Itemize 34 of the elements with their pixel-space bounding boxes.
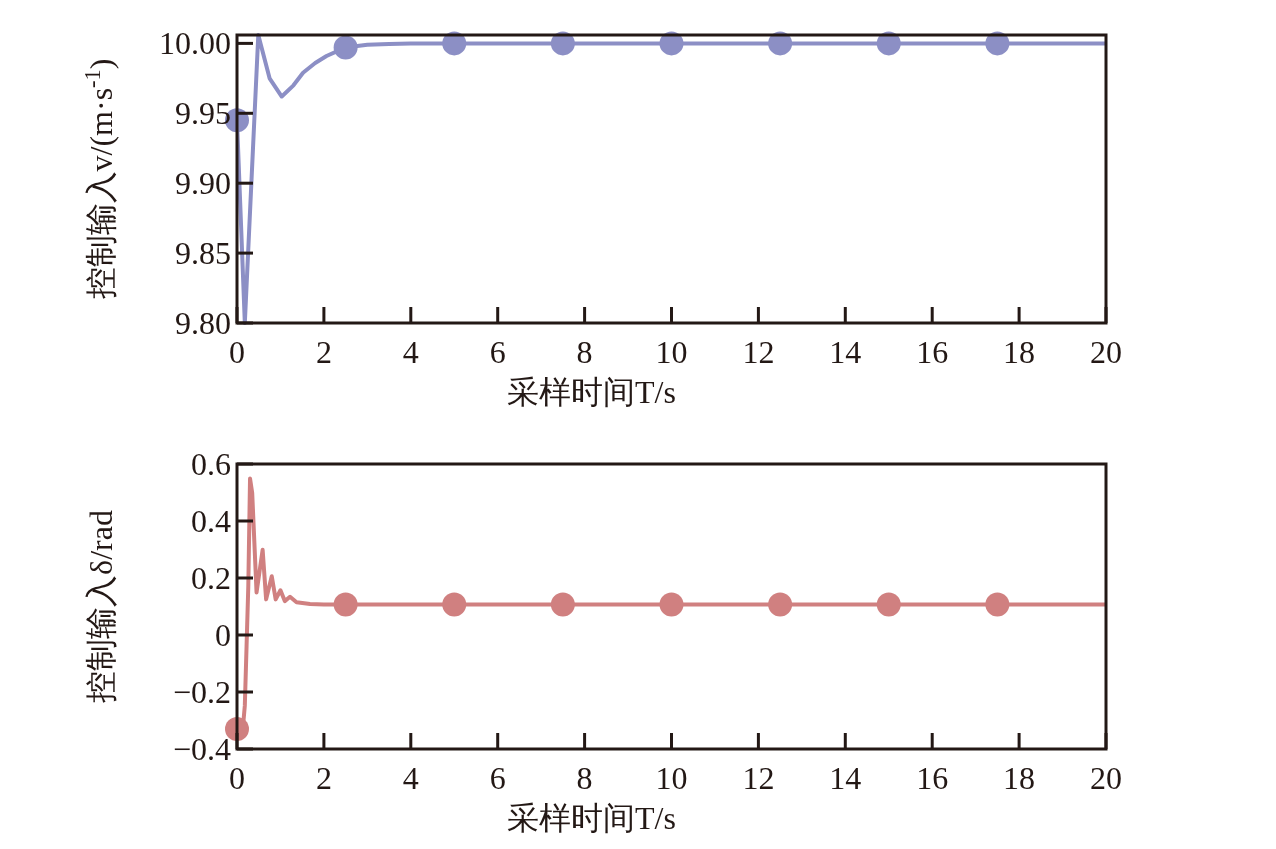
x-tick-label: 8 <box>576 334 593 370</box>
x-tick-label: 20 <box>1090 760 1122 796</box>
x-axis-title: 采样时间T/s <box>507 800 676 836</box>
y-tick-label: 0.6 <box>191 446 231 482</box>
x-tick-label: 16 <box>916 760 949 796</box>
x-tick-label: 2 <box>315 334 332 370</box>
x-tick-label: 18 <box>1003 760 1036 796</box>
x-tick-label: 12 <box>742 334 775 370</box>
y-tick-label: 9.95 <box>175 95 231 132</box>
x-axis-title: 采样时间T/s <box>507 374 676 410</box>
x-tick-label: 6 <box>489 760 506 796</box>
y-axis-title: 控制输入δ/rad <box>83 510 119 703</box>
x-tick-label: 18 <box>1003 334 1036 370</box>
y-tick-label: −0.2 <box>172 674 231 710</box>
x-tick-label: 10 <box>655 334 688 370</box>
x-tick-label: 14 <box>829 760 862 796</box>
x-tick-label: 12 <box>742 760 775 796</box>
x-tick-label: 8 <box>576 760 593 796</box>
x-tick-label: 20 <box>1090 334 1122 370</box>
y-tick-label: −0.4 <box>172 731 231 767</box>
x-tick-label: 10 <box>655 760 688 796</box>
x-tick-label: 4 <box>402 334 419 370</box>
y-tick-label: 10.00 <box>159 25 231 62</box>
x-tick-label: 16 <box>916 334 949 370</box>
y-tick-label: 0.4 <box>191 503 231 539</box>
x-tick-label: 6 <box>489 334 506 370</box>
y-tick-label: 9.85 <box>175 235 231 272</box>
x-tick-label: 2 <box>315 760 332 796</box>
y-tick-label: 0 <box>215 617 231 653</box>
x-tick-label: 14 <box>829 334 862 370</box>
y-tick-label: 9.80 <box>175 305 231 341</box>
y-tick-label: 9.90 <box>175 165 231 202</box>
y-tick-label: 0.2 <box>191 560 231 596</box>
x-tick-label: 4 <box>402 760 419 796</box>
